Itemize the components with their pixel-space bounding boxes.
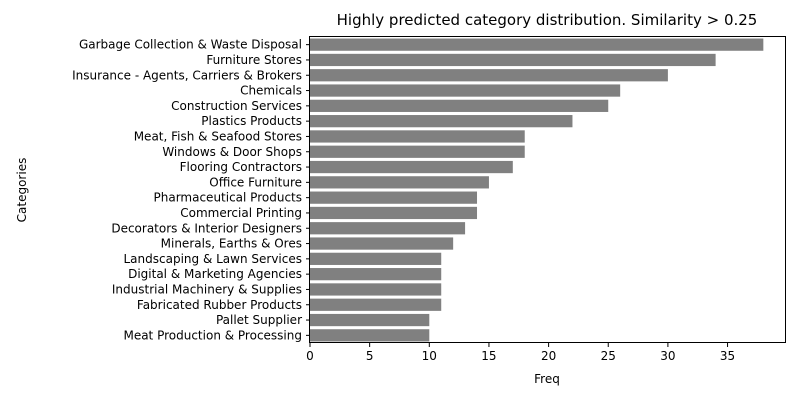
y-tick-label: Commercial Printing (180, 206, 302, 220)
bar (310, 130, 525, 143)
bar (310, 69, 668, 82)
y-tick-label: Landscaping & Lawn Services (124, 252, 303, 266)
bars-group (310, 38, 764, 342)
y-tick-label: Meat, Fish & Seafood Stores (134, 129, 302, 143)
bar (310, 145, 525, 158)
y-tick-label: Chemicals (240, 84, 302, 98)
bar (310, 176, 489, 189)
y-tick-label: Windows & Door Shops (162, 145, 302, 159)
bar (310, 99, 609, 112)
y-tick-label: Garbage Collection & Waste Disposal (79, 38, 302, 52)
y-tick-label: Pharmaceutical Products (154, 191, 303, 205)
y-tick-label: Minerals, Earths & Ores (161, 237, 302, 251)
bar (310, 222, 466, 235)
x-tick-label: 30 (660, 349, 675, 363)
chart-title: Highly predicted category distribution. … (337, 11, 758, 29)
plot-frame (309, 36, 786, 343)
x-tick-label: 25 (601, 349, 616, 363)
y-tick-label: Flooring Contractors (180, 160, 302, 174)
y-tick-label: Pallet Supplier (216, 313, 302, 327)
y-tick-label: Construction Services (171, 99, 302, 113)
x-axis-ticks: 0 5 10 15 20 25 30 35 (306, 343, 735, 363)
y-tick-label: Decorators & Interior Designers (111, 221, 302, 235)
y-tick-label: Digital & Marketing Agencies (128, 267, 302, 281)
bar (310, 237, 454, 250)
y-tick-label: Fabricated Rubber Products (137, 298, 302, 312)
y-tick-label: Insurance - Agents, Carriers & Brokers (72, 68, 302, 82)
y-tick-label: Furniture Stores (206, 53, 302, 67)
y-tick-label: Plastics Products (201, 114, 302, 128)
bar (310, 191, 478, 204)
bar (310, 38, 764, 51)
bar (310, 268, 442, 281)
bar (310, 313, 430, 327)
bar (310, 206, 478, 220)
bar (310, 298, 442, 311)
x-tick-label: 0 (306, 349, 314, 363)
y-axis-ticks: Garbage Collection & Waste DisposalFurni… (72, 38, 310, 342)
y-axis-label: Categories (15, 158, 29, 223)
bar (310, 283, 442, 296)
bar (310, 53, 716, 67)
y-tick-label: Industrial Machinery & Supplies (112, 282, 302, 296)
x-tick-label: 10 (422, 349, 437, 363)
bar (310, 160, 513, 174)
bar (310, 115, 573, 128)
y-tick-label: Office Furniture (209, 175, 302, 189)
x-tick-label: 15 (481, 349, 496, 363)
x-tick-label: 35 (720, 349, 735, 363)
x-tick-label: 5 (366, 349, 374, 363)
y-tick-label: Meat Production & Processing (123, 328, 302, 342)
x-tick-label: 20 (541, 349, 556, 363)
bar (310, 84, 621, 97)
bar (310, 252, 442, 265)
bar (310, 329, 430, 342)
x-axis-label: Freq (534, 372, 560, 386)
